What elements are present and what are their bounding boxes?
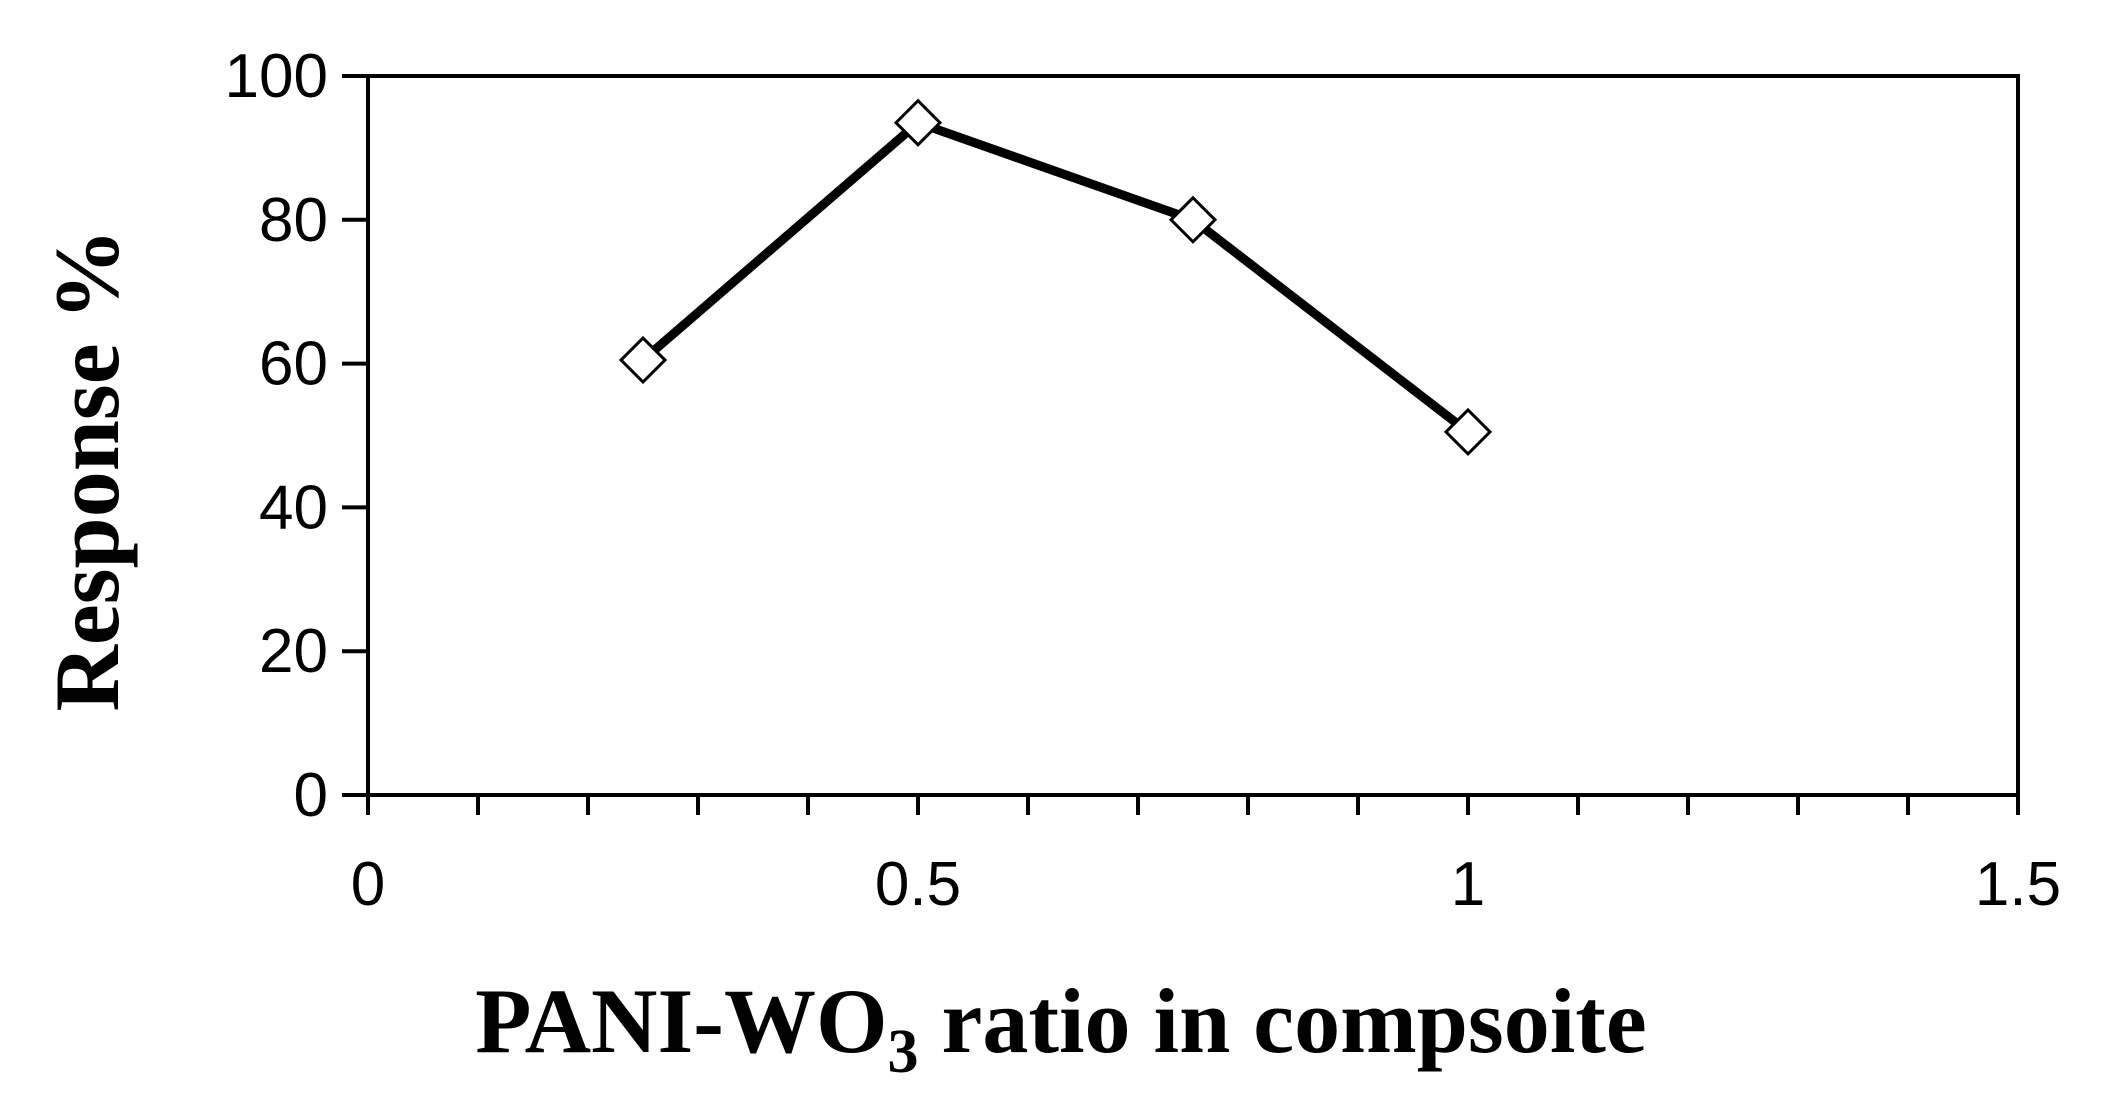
x-axis-title: PANI-WO3 ratio in compsoite bbox=[475, 970, 1646, 1086]
tick-labels: 0 20 40 60 80 100 0 0.5 1 1.5 bbox=[225, 42, 2062, 919]
series-line bbox=[640, 118, 1471, 436]
data-point bbox=[1168, 195, 1218, 244]
x-tick-label: 1 bbox=[1451, 850, 1485, 919]
y-tick-label: 0 bbox=[294, 761, 328, 830]
x-tick-label: 0 bbox=[351, 850, 385, 919]
y-tick-label: 20 bbox=[259, 617, 328, 686]
x-tick-label: 1.5 bbox=[1975, 850, 2061, 919]
x-tick-label: 0.5 bbox=[875, 850, 961, 919]
data-point bbox=[893, 98, 943, 147]
data-point bbox=[1443, 407, 1493, 457]
axes bbox=[342, 74, 2020, 815]
series-layer bbox=[618, 98, 1493, 457]
y-tick-label: 80 bbox=[259, 186, 328, 255]
data-point bbox=[618, 335, 668, 385]
plot-frame bbox=[366, 74, 2020, 797]
y-axis-title: Response % bbox=[36, 228, 138, 711]
y-tick-label: 40 bbox=[259, 473, 328, 542]
y-tick-label: 60 bbox=[259, 330, 328, 399]
x-axis-title-main: PANI-WO bbox=[475, 970, 887, 1072]
y-tick-label: 100 bbox=[225, 42, 328, 111]
x-axis-title-subscript: 3 bbox=[888, 1018, 919, 1086]
x-axis-title-rest: ratio in compsoite bbox=[919, 970, 1647, 1072]
